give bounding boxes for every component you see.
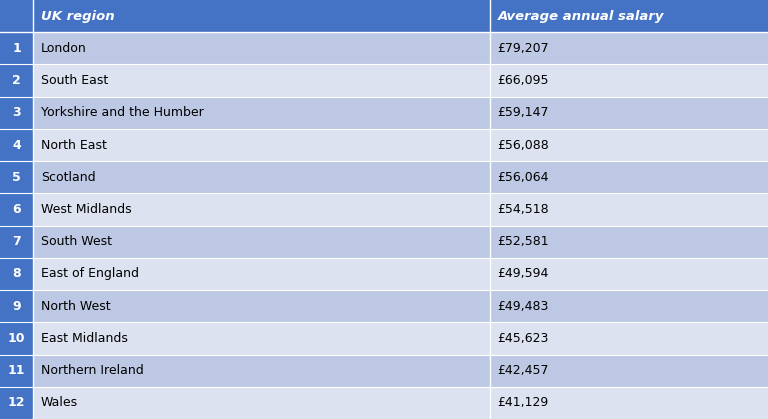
Bar [490, 65, 768, 97]
Bar [490, 0, 768, 32]
Text: £41,129: £41,129 [498, 396, 549, 409]
Text: Northern Ireland: Northern Ireland [41, 364, 144, 377]
Text: North West: North West [41, 300, 111, 313]
Text: 4: 4 [12, 139, 21, 152]
Bar [0, 0, 33, 32]
Text: £56,064: £56,064 [498, 171, 549, 184]
Text: £42,457: £42,457 [498, 364, 549, 377]
Bar [0, 290, 33, 322]
Bar [0, 65, 33, 97]
Bar [490, 290, 768, 322]
Text: £79,207: £79,207 [498, 42, 549, 55]
Text: £56,088: £56,088 [498, 139, 549, 152]
Text: Scotland: Scotland [41, 171, 95, 184]
Bar [490, 97, 768, 129]
Bar [490, 225, 768, 258]
Text: £54,518: £54,518 [498, 203, 549, 216]
Text: 1: 1 [12, 42, 21, 55]
Text: South East: South East [41, 74, 108, 87]
Bar [0, 387, 33, 419]
Bar [0, 354, 33, 387]
Bar [0, 129, 33, 161]
Bar [33, 387, 490, 419]
Text: South West: South West [41, 235, 111, 248]
Text: East Midlands: East Midlands [41, 332, 127, 345]
Bar [0, 322, 33, 354]
Text: 9: 9 [12, 300, 21, 313]
Bar [490, 387, 768, 419]
Text: 11: 11 [8, 364, 25, 377]
Bar [0, 194, 33, 225]
Bar [490, 129, 768, 161]
Text: £49,594: £49,594 [498, 267, 549, 280]
Bar [33, 129, 490, 161]
Bar [490, 322, 768, 354]
Text: 12: 12 [8, 396, 25, 409]
Text: Average annual salary: Average annual salary [498, 10, 664, 23]
Text: £49,483: £49,483 [498, 300, 549, 313]
Text: Yorkshire and the Humber: Yorkshire and the Humber [41, 106, 204, 119]
Bar [33, 32, 490, 65]
Text: London: London [41, 42, 87, 55]
Bar [490, 258, 768, 290]
Text: 3: 3 [12, 106, 21, 119]
Bar [33, 194, 490, 225]
Text: 8: 8 [12, 267, 21, 280]
Bar [0, 97, 33, 129]
Bar [490, 32, 768, 65]
Bar [0, 258, 33, 290]
Text: 7: 7 [12, 235, 21, 248]
Text: Wales: Wales [41, 396, 78, 409]
Bar [0, 32, 33, 65]
Bar [490, 354, 768, 387]
Text: UK region: UK region [41, 10, 114, 23]
Bar [33, 290, 490, 322]
Text: £66,095: £66,095 [498, 74, 549, 87]
Text: 5: 5 [12, 171, 21, 184]
Bar [33, 65, 490, 97]
Text: West Midlands: West Midlands [41, 203, 131, 216]
Bar [33, 161, 490, 194]
Text: 10: 10 [8, 332, 25, 345]
Text: £45,623: £45,623 [498, 332, 549, 345]
Text: £59,147: £59,147 [498, 106, 549, 119]
Bar [33, 354, 490, 387]
Bar [0, 161, 33, 194]
Bar [33, 0, 490, 32]
Bar [33, 225, 490, 258]
Bar [490, 161, 768, 194]
Bar [490, 194, 768, 225]
Text: 6: 6 [12, 203, 21, 216]
Bar [33, 322, 490, 354]
Text: North East: North East [41, 139, 107, 152]
Text: East of England: East of England [41, 267, 139, 280]
Text: 2: 2 [12, 74, 21, 87]
Bar [0, 225, 33, 258]
Bar [33, 258, 490, 290]
Text: £52,581: £52,581 [498, 235, 549, 248]
Bar [33, 97, 490, 129]
